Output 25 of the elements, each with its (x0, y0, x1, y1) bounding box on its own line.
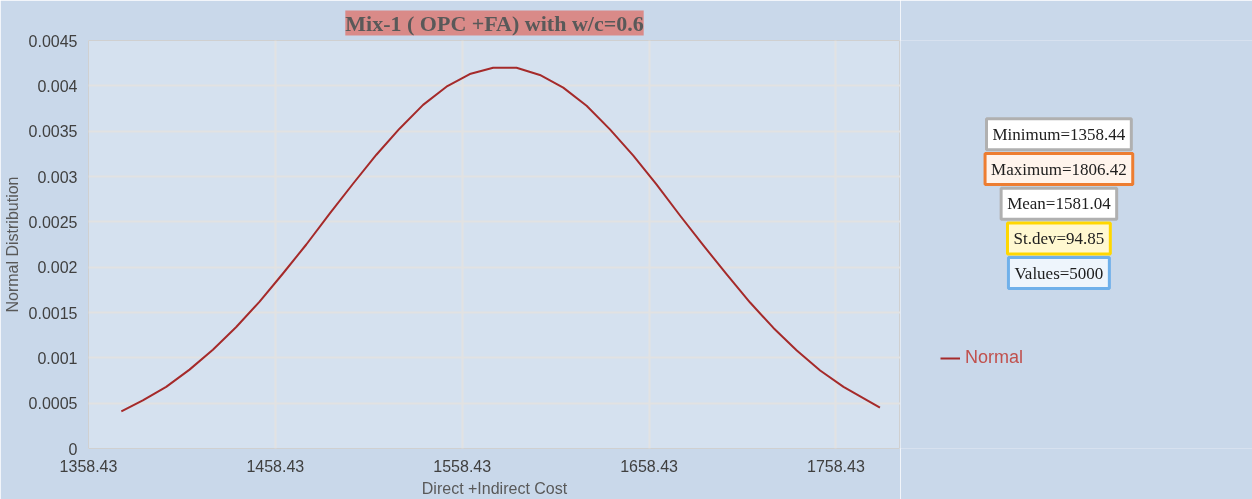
x-tick-label: 1758.43 (806, 457, 865, 475)
text: Minimum=1358.44 (992, 124, 1126, 144)
text: St.dev=94.85 (1013, 228, 1105, 248)
y-tick-label: 0.002 (37, 259, 78, 277)
x-axis-title: Direct +Indirect Cost (421, 479, 568, 497)
y-tick-label: 0.0025 (28, 213, 78, 231)
x-tick-label: 1358.43 (59, 457, 118, 475)
text: Values=5000 (1014, 263, 1104, 283)
y-tick-label: 0.0035 (28, 123, 78, 141)
text: Maximum=1806.42 (991, 159, 1127, 179)
x-tick-label: 1558.43 (433, 457, 492, 475)
text: Mean=1581.04 (1007, 194, 1112, 214)
legend-label: Normal (965, 347, 1024, 368)
y-tick-label: 0 (68, 440, 78, 458)
y-tick-label: 0.004 (37, 77, 78, 95)
x-tick-label: 1458.43 (246, 457, 305, 475)
chart-title: Mix-1 ( OPC +FA) with w/c=0.6 (345, 10, 644, 36)
y-tick-label: 0.0045 (28, 32, 78, 50)
y-tick-label: 0.0005 (28, 395, 78, 413)
y-tick-label: 0.0015 (28, 304, 78, 322)
line-series (120, 66, 881, 413)
x-tick-label: 1658.43 (620, 457, 679, 475)
y-tick-label: 0.003 (37, 168, 78, 186)
y-axis-title: Normal Distribution (3, 176, 21, 313)
y-tick-label: 0.001 (37, 349, 78, 367)
